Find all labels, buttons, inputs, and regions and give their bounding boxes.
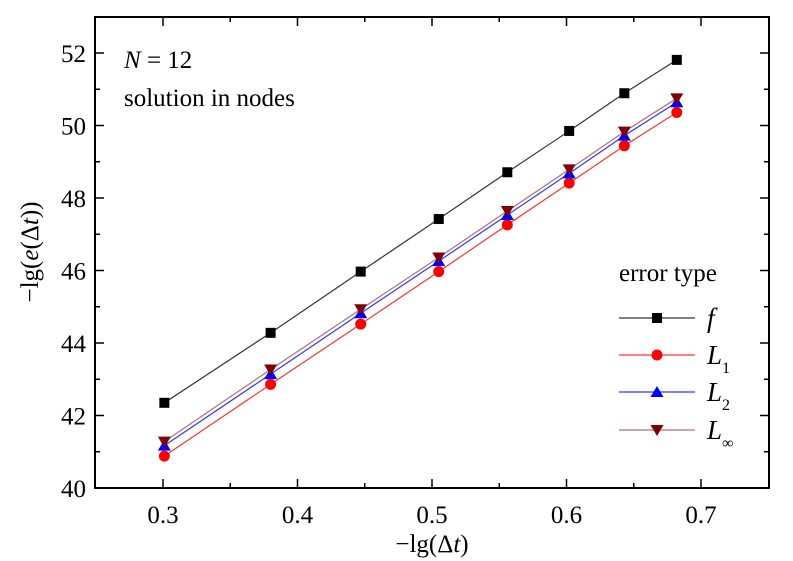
x-tick-labels: 0.3 0.4 0.5 0.6 0.7 [147,502,716,529]
y-axis-label: −lg(e(Δt)) [17,202,44,303]
series-line [164,101,678,447]
data-point-marker [670,93,684,105]
legend-label: L2 [706,377,730,414]
data-point-marker [432,252,446,264]
y-tick-label: 48 [61,186,86,213]
y-tick-label: 46 [61,259,86,286]
y-tick-label: 42 [61,404,86,431]
legend-marker-icon [652,313,662,323]
data-point-marker [618,140,630,152]
data-point-marker [563,177,575,189]
legend-label: f [707,303,718,333]
legend-item: f [619,303,718,333]
legend-label: L1 [706,340,730,377]
data-point-marker [671,106,683,118]
legend-item: L1 [619,340,730,377]
legend-marker-icon [651,349,663,361]
data-point-marker [265,327,276,338]
series-L [157,93,684,448]
data-point-marker [617,126,631,138]
axis-ticks [95,17,769,489]
series-L1 [158,106,683,462]
data-point-marker [355,266,366,277]
y-tick-labels: 40 42 44 46 48 50 52 [61,41,87,503]
data-point-marker [157,436,171,448]
legend-marker-icon [650,386,664,397]
y-tick-label: 50 [61,114,86,141]
subtitle-annotation: solution in nodes [124,85,295,112]
series-f [159,54,682,408]
data-point-marker [562,164,576,176]
data-point-marker [671,54,682,65]
y-tick-label: 52 [61,41,86,68]
y-tick-label: 44 [61,331,87,358]
data-point-marker [501,219,513,231]
data-point-marker [159,397,170,408]
n-annotation: N = 12 [123,47,192,74]
legend-marker-icon [650,425,664,436]
data-point-marker [355,318,367,330]
series-L2 [157,96,684,451]
y-tick-label: 40 [61,476,86,503]
x-tick-label: 0.6 [551,502,582,529]
x-tick-label: 0.4 [282,502,314,529]
data-point-marker [354,304,368,316]
series-line [164,111,678,457]
x-tick-label: 0.7 [685,502,716,529]
legend-label: L∞ [706,415,733,452]
data-series [157,54,684,462]
x-tick-label: 0.5 [416,502,447,529]
x-axis-label: −lg(Δt) [395,531,468,558]
data-point-marker [564,125,575,136]
data-point-marker [433,214,444,225]
legend-item: L2 [619,377,730,414]
series-line [164,59,678,404]
legend-title: error type [619,260,717,287]
legend-item: L∞ [619,415,733,452]
data-point-marker [619,88,630,99]
series-line [164,97,678,443]
x-tick-label: 0.3 [147,502,178,529]
data-point-marker [158,450,170,462]
data-point-marker [500,206,514,218]
data-point-marker [433,266,445,278]
data-point-marker [264,364,278,376]
data-point-marker [265,378,277,390]
data-point-marker [502,167,513,178]
